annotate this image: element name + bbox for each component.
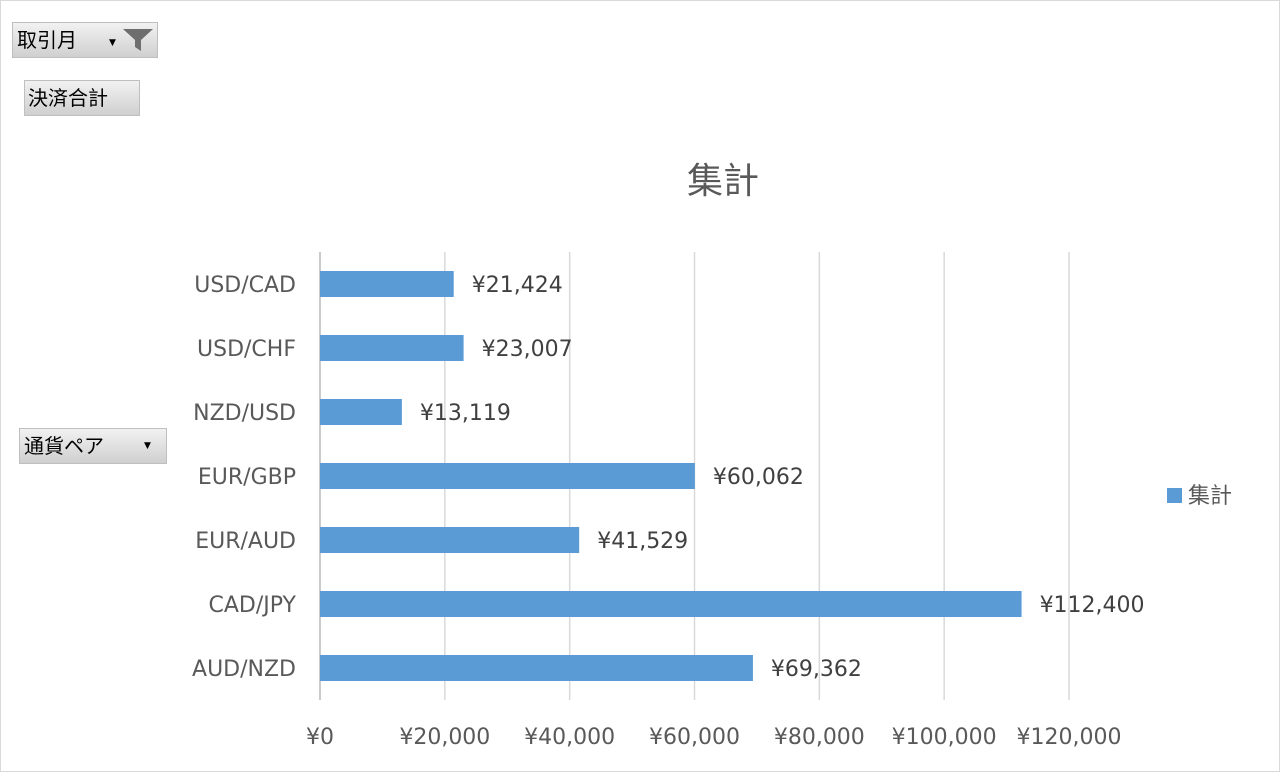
bar <box>320 655 753 681</box>
bar <box>320 463 695 489</box>
category-label: USD/CAD <box>194 273 296 298</box>
gridlines <box>319 252 1070 700</box>
bar <box>320 335 464 361</box>
value-field-button[interactable]: 決済合計 <box>24 80 140 116</box>
data-label: ¥60,062 <box>713 465 804 490</box>
x-axis-tick-labels: ¥0 ¥20,000 ¥40,000 ¥60,000 ¥80,000 ¥100,000 ¥1… <box>306 725 1121 750</box>
filter-icon <box>123 29 153 51</box>
x-tick-label: ¥60,000 <box>649 725 740 750</box>
bar <box>320 399 402 425</box>
chart-title: 集計 <box>687 161 759 202</box>
x-tick-label: ¥80,000 <box>774 725 865 750</box>
category-label: CAD/JPY <box>209 593 297 618</box>
category-label: NZD/USD <box>193 401 296 426</box>
bar <box>320 527 580 553</box>
bar <box>320 271 454 297</box>
dropdown-arrow-icon: ▼ <box>109 38 116 48</box>
value-field-label: 決済合計 <box>28 86 108 110</box>
category-label: USD/CHF <box>197 337 296 362</box>
x-tick-label: ¥40,000 <box>524 725 615 750</box>
bar <box>320 591 1022 617</box>
row-field-label: 通貨ペア <box>24 434 104 458</box>
data-label: ¥23,007 <box>482 337 573 362</box>
category-labels: AUD/NZD CAD/JPY EUR/AUD EUR/GBP NZD/USD USD/C… <box>192 273 297 682</box>
category-label: AUD/NZD <box>192 657 296 682</box>
x-tick-label: ¥120,000 <box>1017 725 1122 750</box>
legend-swatch <box>1167 488 1182 503</box>
legend: 集計 <box>1167 484 1232 509</box>
bars <box>320 271 1022 681</box>
month-filter-label: 取引月 <box>17 28 77 52</box>
category-label: EUR/GBP <box>198 465 296 490</box>
data-label: ¥69,362 <box>771 657 862 682</box>
data-labels: ¥69,362 ¥112,400 ¥41,529 ¥60,062 ¥13,119 ¥23,… <box>420 273 1145 682</box>
data-label: ¥41,529 <box>597 529 688 554</box>
month-filter-button[interactable]: 取引月 ▼ <box>12 22 158 58</box>
category-label: EUR/AUD <box>195 529 296 554</box>
data-label: ¥13,119 <box>420 401 511 426</box>
legend-label: 集計 <box>1188 484 1232 509</box>
row-field-button[interactable]: 通貨ペア ▼ <box>19 428 167 464</box>
x-tick-label: ¥0 <box>306 725 334 750</box>
dropdown-arrow-icon: ▼ <box>144 441 151 451</box>
data-label: ¥112,400 <box>1040 593 1145 618</box>
x-tick-label: ¥20,000 <box>399 725 490 750</box>
data-label: ¥21,424 <box>472 273 563 298</box>
x-tick-label: ¥100,000 <box>892 725 997 750</box>
